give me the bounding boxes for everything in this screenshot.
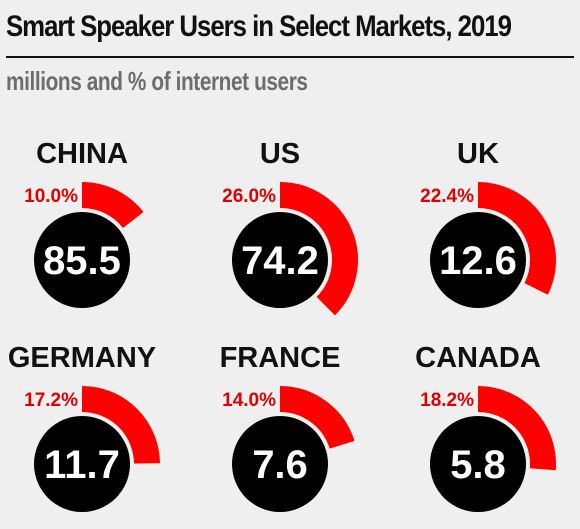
country-label: US xyxy=(260,138,300,170)
country-label: CANADA xyxy=(415,342,541,374)
users-value-label: 74.2 xyxy=(241,239,319,283)
country-label: UK xyxy=(457,138,499,170)
country-label: CHINA xyxy=(36,138,128,170)
value-disc xyxy=(34,212,130,308)
gauge-us: US 26.0% 74.2 xyxy=(222,138,358,316)
gauge-uk: UK 22.4% 12.6 xyxy=(420,138,556,308)
value-disc xyxy=(430,416,526,512)
country-label: GERMANY xyxy=(8,342,156,374)
value-disc xyxy=(232,416,328,512)
title-rule xyxy=(6,56,574,58)
users-value-label: 12.6 xyxy=(439,239,517,283)
percent-arc xyxy=(279,182,358,316)
percent-arc xyxy=(279,386,355,450)
percent-label: 26.0% xyxy=(222,186,276,207)
chart-title: Smart Speaker Users in Select Markets, 2… xyxy=(6,10,512,43)
chart-subtitle: millions and % of internet users xyxy=(6,66,308,96)
value-disc xyxy=(232,212,328,308)
gauge-france: FRANCE 14.0% 7.6 xyxy=(220,342,355,512)
users-value-label: 11.7 xyxy=(44,443,120,487)
percent-label: 17.2% xyxy=(24,390,78,411)
gauge-china: CHINA 10.0% 85.5 xyxy=(24,138,144,308)
percent-label: 14.0% xyxy=(222,390,276,411)
users-value-label: 5.8 xyxy=(450,443,506,487)
value-disc xyxy=(430,212,526,308)
value-disc xyxy=(34,416,130,512)
percent-arc xyxy=(477,182,556,295)
users-value-label: 85.5 xyxy=(43,239,121,283)
gauge-germany: GERMANY 17.2% 11.7 xyxy=(8,342,160,512)
percent-arc xyxy=(477,386,556,471)
percent-label: 22.4% xyxy=(420,186,474,207)
percent-label: 18.2% xyxy=(420,390,474,411)
users-value-label: 7.6 xyxy=(252,443,308,487)
gauge-canada: CANADA 18.2% 5.8 xyxy=(415,342,556,512)
percent-arc xyxy=(81,182,144,229)
country-label: FRANCE xyxy=(220,342,341,374)
percent-arc xyxy=(81,386,160,465)
percent-label: 10.0% xyxy=(24,186,78,207)
